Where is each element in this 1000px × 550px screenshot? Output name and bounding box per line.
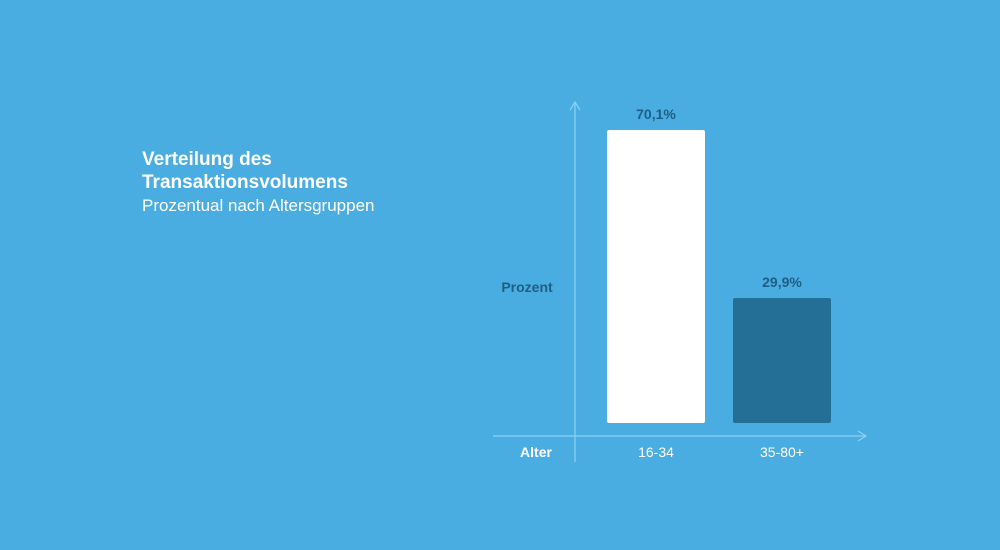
- category-label-16-34: 16-34: [638, 444, 674, 460]
- category-label-35-80+: 35-80+: [760, 444, 804, 460]
- value-label-16-34: 70,1%: [636, 106, 676, 122]
- chart-title-block: Verteilung des Transaktionsvolumens Proz…: [142, 148, 462, 217]
- y-axis-label: Prozent: [501, 279, 553, 295]
- chart-subtitle: Prozentual nach Altersgruppen: [142, 196, 375, 215]
- bars-group: 70,1% 16-34 29,9% 35-80+: [607, 106, 831, 460]
- bar-16-34: [607, 130, 705, 423]
- value-label-35-80+: 29,9%: [762, 274, 802, 290]
- bar-35-80+: [733, 298, 831, 423]
- x-axis-label: Alter: [520, 444, 552, 460]
- x-axis-arrow-icon: [857, 430, 868, 442]
- y-axis-arrow-icon: [569, 100, 581, 111]
- chart-title: Verteilung des Transaktionsvolumens: [142, 149, 348, 193]
